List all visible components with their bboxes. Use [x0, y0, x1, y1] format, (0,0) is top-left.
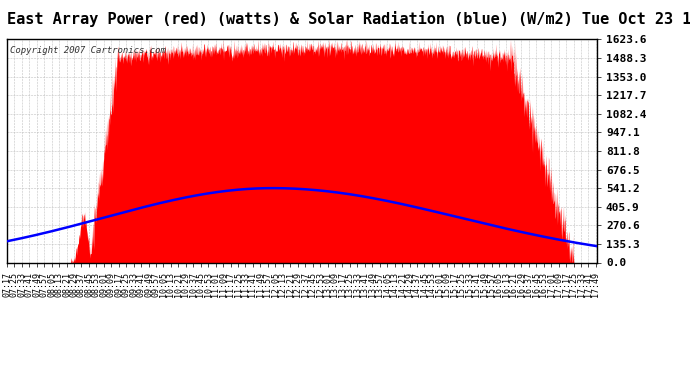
Text: Copyright 2007 Cartronics.com: Copyright 2007 Cartronics.com — [10, 46, 166, 55]
Text: East Array Power (red) (watts) & Solar Radiation (blue) (W/m2) Tue Oct 23 17:59: East Array Power (red) (watts) & Solar R… — [7, 11, 690, 27]
